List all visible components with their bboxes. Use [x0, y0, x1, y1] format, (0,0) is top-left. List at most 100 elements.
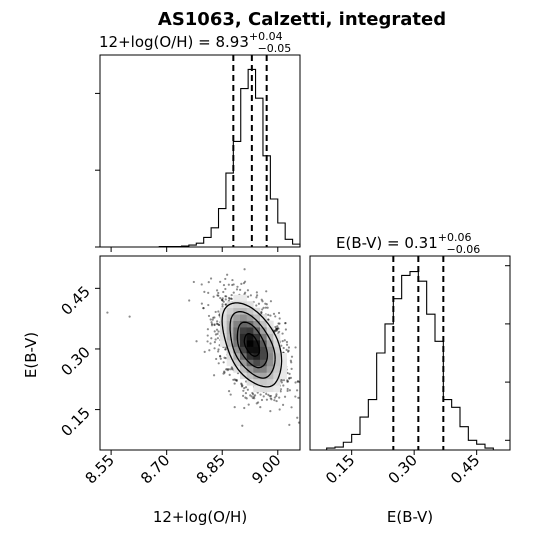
- scatter-point: [273, 396, 276, 399]
- scatter-point: [288, 389, 291, 392]
- scatter-point: [278, 330, 281, 333]
- scatter-point: [215, 289, 219, 292]
- scatter-point: [226, 273, 229, 276]
- scatter-point: [244, 386, 248, 389]
- scatter-point: [277, 327, 280, 330]
- scatter-point: [215, 357, 218, 361]
- scatter-point: [280, 379, 284, 382]
- scatter-point: [265, 398, 269, 401]
- scatter-point: [214, 338, 217, 341]
- scatter-point: [240, 383, 243, 386]
- density-cell: [246, 314, 254, 321]
- scatter-point: [269, 397, 272, 400]
- scatter-point: [259, 406, 262, 409]
- scatter-point: [286, 380, 289, 383]
- scatter-point: [275, 327, 279, 330]
- scatter-point: [207, 281, 210, 284]
- density-cell: [233, 307, 241, 315]
- scatter-point: [239, 288, 242, 291]
- scatter-point: [230, 293, 233, 297]
- scatter-point: [267, 318, 270, 321]
- scatter-point: [212, 316, 215, 319]
- scatter-point: [249, 294, 252, 297]
- ebv-panel-title: E(B-V) = 0.31+0.06 −0.06: [336, 231, 480, 256]
- scatter-point: [276, 327, 279, 330]
- scatter-point: [216, 332, 219, 335]
- scatter-point: [202, 307, 205, 310]
- panel-metallicity-marginal: 12+log(O/H) = 8.93+0.04 −0.05: [99, 30, 301, 248]
- density-cell: [266, 333, 274, 341]
- density-cell: [246, 372, 254, 380]
- scatter-point: [217, 291, 220, 295]
- scatter-point: [246, 289, 250, 292]
- scatter-point: [278, 317, 281, 320]
- scatter-point: [262, 395, 265, 398]
- scatter-point: [223, 370, 226, 373]
- scatter-point: [223, 356, 226, 359]
- scatter-point: [282, 384, 285, 387]
- density-cell: [240, 365, 247, 373]
- scatter-point: [231, 283, 234, 287]
- density-cell: [246, 353, 254, 360]
- scatter-point: [244, 396, 247, 399]
- scatter-point: [219, 280, 222, 283]
- scatter-point: [227, 283, 230, 286]
- scatter-point: [275, 399, 278, 403]
- density-cell: [253, 359, 261, 367]
- density-cell: [273, 340, 281, 347]
- scatter-point: [224, 303, 227, 306]
- scatter-point: [294, 346, 297, 349]
- scatter-point: [269, 314, 272, 317]
- scatter-point: [278, 408, 281, 411]
- scatter-point: [220, 298, 223, 301]
- scatter-point: [222, 300, 225, 303]
- axis-ticks-layer: 8.55 8.70 8.85 9.00 0.15 0.30 0.45 0.15 0.30 0.45: [57, 92, 510, 487]
- scatter-point: [224, 277, 227, 281]
- scatter-point: [277, 311, 281, 315]
- density-cell: [260, 346, 267, 354]
- scatter-point: [288, 377, 291, 380]
- scatter-point: [297, 380, 300, 383]
- density-cell: [226, 346, 234, 354]
- scatter-point: [210, 321, 213, 324]
- joint-xtick-label: 8.55: [82, 451, 118, 487]
- scatter-point: [275, 328, 278, 331]
- density-cell: [253, 340, 261, 347]
- density-cell: [260, 320, 267, 328]
- scatter-point: [246, 388, 249, 391]
- scatter-point: [260, 311, 263, 314]
- scatter-point: [269, 410, 272, 413]
- scatter-point: [227, 389, 231, 393]
- scatter-point: [288, 376, 291, 380]
- density-cell: [253, 314, 261, 321]
- scatter-point: [289, 376, 293, 379]
- scatter-point: [286, 380, 290, 383]
- density-cell: [266, 353, 274, 360]
- scatter-point: [228, 297, 231, 300]
- scatter-point: [241, 394, 245, 397]
- scatter-point: [243, 268, 246, 271]
- scatter-point: [251, 391, 254, 395]
- scatter-point: [256, 401, 260, 404]
- scatter-point: [207, 314, 211, 318]
- joint-xtick-label: 8.85: [193, 451, 229, 487]
- scatter-point: [216, 337, 220, 340]
- scatter-point: [290, 367, 293, 370]
- density-cell: [273, 346, 281, 354]
- scatter-point: [275, 393, 278, 396]
- scatter-point: [213, 316, 216, 319]
- scatter-point: [227, 296, 231, 300]
- scatter-point: [268, 395, 271, 398]
- scatter-point: [290, 361, 293, 364]
- scatter-point: [235, 288, 239, 291]
- density-cell: [280, 359, 287, 367]
- density-cell: [260, 333, 267, 341]
- scatter-point: [206, 328, 209, 331]
- ebv-hist-steps: [310, 270, 510, 451]
- scatter-point: [246, 295, 250, 298]
- scatter-point: [217, 330, 220, 333]
- scatter-point: [235, 379, 238, 382]
- scatter-point: [265, 290, 268, 293]
- scatter-point: [206, 334, 209, 337]
- scatter-point: [241, 424, 244, 427]
